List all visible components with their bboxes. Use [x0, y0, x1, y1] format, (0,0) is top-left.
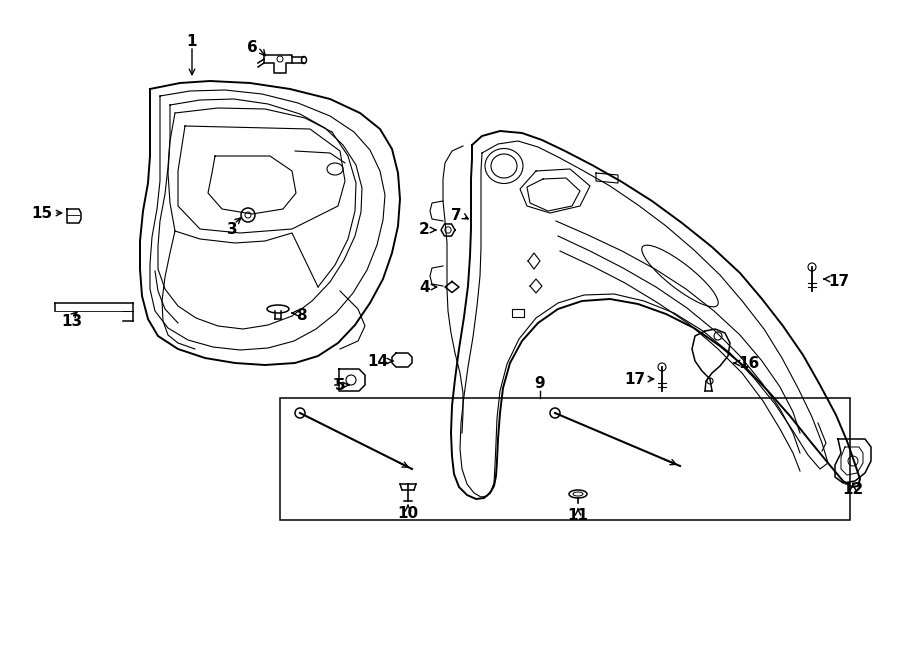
- Text: 11: 11: [568, 508, 589, 524]
- Text: 9: 9: [535, 375, 545, 391]
- Text: 15: 15: [31, 206, 52, 221]
- Text: 7: 7: [452, 208, 462, 223]
- Bar: [280, 398, 850, 520]
- Text: 5: 5: [335, 377, 345, 393]
- Text: 16: 16: [738, 356, 760, 371]
- Text: 8: 8: [296, 307, 307, 323]
- Text: 4: 4: [419, 280, 430, 295]
- Text: 3: 3: [227, 221, 238, 237]
- Text: 13: 13: [61, 313, 83, 329]
- Text: 2: 2: [419, 223, 430, 237]
- Text: 1: 1: [187, 34, 197, 48]
- Text: 17: 17: [828, 274, 849, 288]
- Text: 12: 12: [842, 481, 864, 496]
- Text: 6: 6: [248, 40, 258, 54]
- Text: 14: 14: [367, 354, 388, 368]
- Text: 17: 17: [624, 371, 645, 387]
- Text: 10: 10: [398, 506, 418, 520]
